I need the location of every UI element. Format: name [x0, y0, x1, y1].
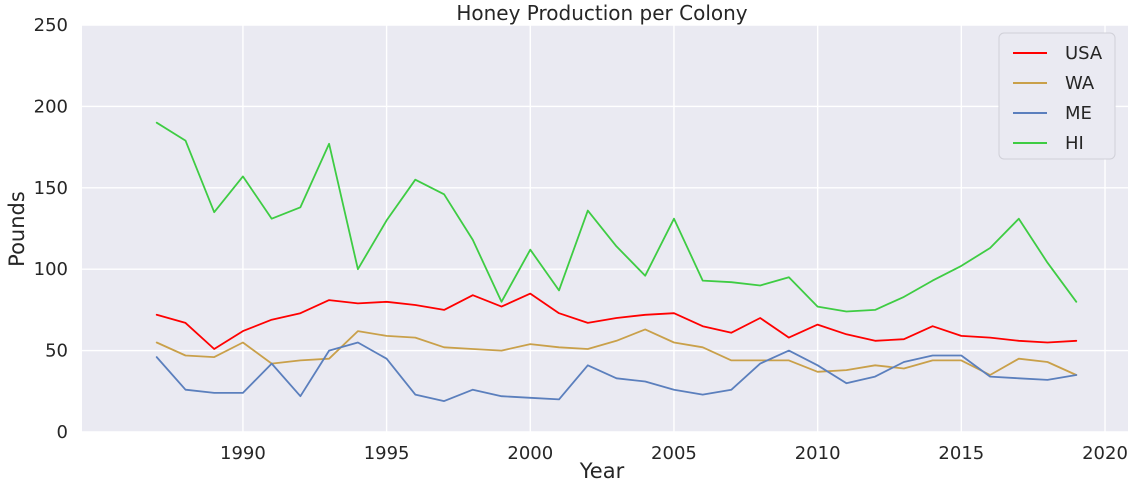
- y-tick-label: 50: [45, 341, 68, 362]
- y-tick-label: 100: [34, 259, 68, 280]
- x-tick-label: 2020: [1082, 443, 1128, 464]
- legend: USA WA ME HI: [998, 32, 1116, 160]
- x-axis-ticks: 1990 1995 2000 2005 2010 2015 2020: [220, 443, 1128, 464]
- y-axis-ticks: 0 50 100 150 200 250: [34, 15, 68, 443]
- x-tick-label: 1995: [364, 443, 410, 464]
- y-tick-label: 200: [34, 96, 68, 117]
- legend-box: [998, 32, 1116, 160]
- series-lines: [155, 121, 1078, 403]
- x-tick-label: 2005: [651, 443, 697, 464]
- chart-title: Honey Production per Colony: [456, 1, 747, 25]
- y-tick-label: 250: [34, 15, 68, 36]
- x-tick-label: 2010: [795, 443, 841, 464]
- series-line-hi: [155, 121, 1078, 313]
- legend-label-wa: WA: [1065, 73, 1095, 94]
- plot-area: [82, 25, 1128, 432]
- y-tick-label: 150: [34, 178, 68, 199]
- x-tick-label: 1990: [220, 443, 266, 464]
- x-tick-label: 2000: [507, 443, 553, 464]
- y-tick-label: 0: [57, 422, 68, 443]
- x-axis-label: Year: [579, 459, 625, 482]
- y-axis-label: Pounds: [5, 191, 29, 267]
- legend-label-me: ME: [1065, 103, 1092, 124]
- x-tick-label: 2015: [938, 443, 984, 464]
- series-line-wa: [155, 328, 1078, 376]
- legend-label-hi: HI: [1065, 133, 1084, 154]
- legend-label-usa: USA: [1065, 43, 1103, 64]
- series-line-usa: [155, 292, 1078, 350]
- series-line-me: [155, 341, 1078, 403]
